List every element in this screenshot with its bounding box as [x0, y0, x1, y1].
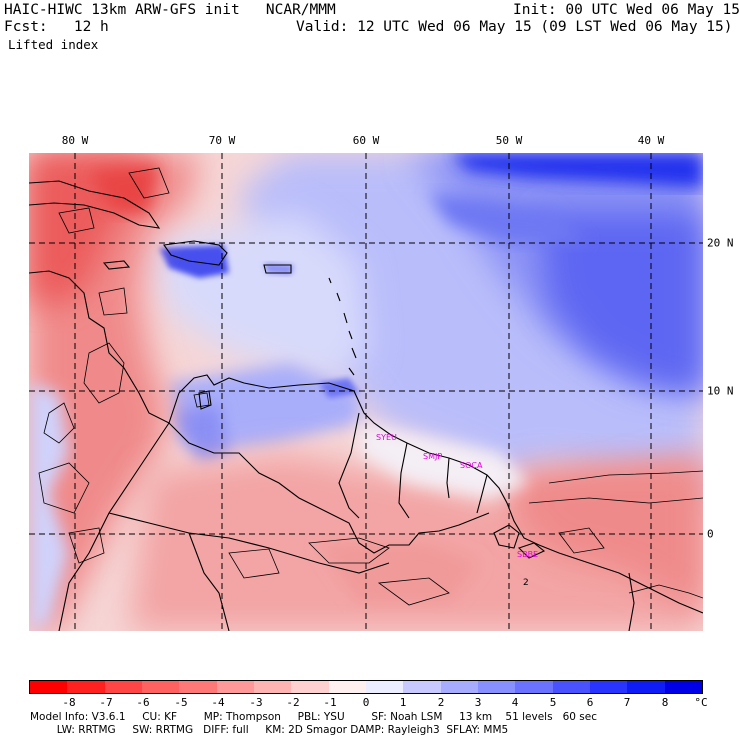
colorbar-swatch	[440, 681, 478, 693]
colorbar-swatch	[253, 681, 292, 693]
colorbar-label: -4	[211, 696, 225, 709]
colorbar-swatch	[67, 681, 105, 693]
colorbar-label: 2	[437, 696, 445, 709]
colorbar-swatch	[515, 681, 553, 693]
colorbar-swatch	[328, 681, 366, 693]
init-time: Init: 00 UTC Wed 06 May 15	[513, 2, 740, 18]
lon-label-40w: 40 W	[637, 134, 665, 147]
colorbar-label: 6	[586, 696, 594, 709]
colorbar-label: -7	[99, 696, 113, 709]
colorbar-label: 8	[661, 696, 669, 709]
valid-time: Valid: 12 UTC Wed 06 May 15 (09 LST Wed …	[296, 19, 733, 35]
station-label-sbbe: SBBE	[517, 550, 539, 559]
colorbar-swatch	[291, 681, 329, 693]
station-label-soca: SOCA	[460, 461, 483, 470]
colorbar-swatch	[141, 681, 180, 693]
colorbar-swatch	[104, 681, 142, 693]
colorbar-label: -1	[323, 696, 337, 709]
lon-label-50w: 50 W	[495, 134, 523, 147]
chart-title: HAIC-HIWC 13km ARW-GFS init NCAR/MMM	[4, 2, 336, 18]
colorbar-label: -5	[174, 696, 188, 709]
colorbar-swatch	[664, 681, 702, 693]
lat-label-20n: 20 N	[707, 236, 734, 250]
lifted-index-map: SYEU SMJP SOCA SBBE 2	[29, 153, 703, 631]
colorbar-label: -8	[62, 696, 76, 709]
colorbar-label: -2	[286, 696, 300, 709]
contour-value-label: 2	[523, 578, 529, 588]
lat-label-10n: 10 N	[707, 384, 734, 398]
map-canvas	[29, 153, 703, 631]
lon-label-60w: 60 W	[352, 134, 380, 147]
colorbar-label: 5	[549, 696, 557, 709]
colorbar-label: 7	[623, 696, 631, 709]
station-label-smjp: SMJP	[423, 452, 443, 461]
colorbar-label: -6	[136, 696, 150, 709]
colorbar-swatch	[179, 681, 217, 693]
lon-label-70w: 70 W	[208, 134, 236, 147]
colorbar-swatch	[216, 681, 254, 693]
colorbar-swatch	[403, 681, 441, 693]
model-info-line-2: LW: RRTMG SW: RRTMG DIFF: full KM: 2D Sm…	[30, 724, 509, 736]
grid-lines	[29, 153, 703, 631]
colorbar-label: 0	[362, 696, 370, 709]
lat-label-0: 0	[707, 527, 714, 541]
lon-label-80w: 80 W	[61, 134, 89, 147]
colorbar	[29, 680, 703, 694]
colorbar-label: 4	[511, 696, 519, 709]
model-info-line-1: Model Info: V3.6.1 CU: KF MP: Thompson P…	[30, 711, 597, 723]
colorbar-swatch	[30, 681, 68, 693]
field-name: Lifted index	[8, 37, 99, 52]
colorbar-label: 1	[399, 696, 407, 709]
colorbar-swatch	[552, 681, 590, 693]
forecast-hour: Fcst: 12 h	[4, 19, 109, 35]
colorbar-label: -3	[249, 696, 263, 709]
colorbar-swatch	[477, 681, 516, 693]
colorbar-label: 3	[474, 696, 482, 709]
colorbar-unit: °C	[694, 696, 708, 709]
station-label-syeu: SYEU	[376, 433, 397, 442]
colorbar-swatch	[627, 681, 665, 693]
coastlines	[29, 180, 703, 631]
shading-layer	[29, 153, 703, 631]
colorbar-swatch	[365, 681, 404, 693]
contour-lines	[38, 167, 703, 606]
colorbar-swatch	[589, 681, 628, 693]
